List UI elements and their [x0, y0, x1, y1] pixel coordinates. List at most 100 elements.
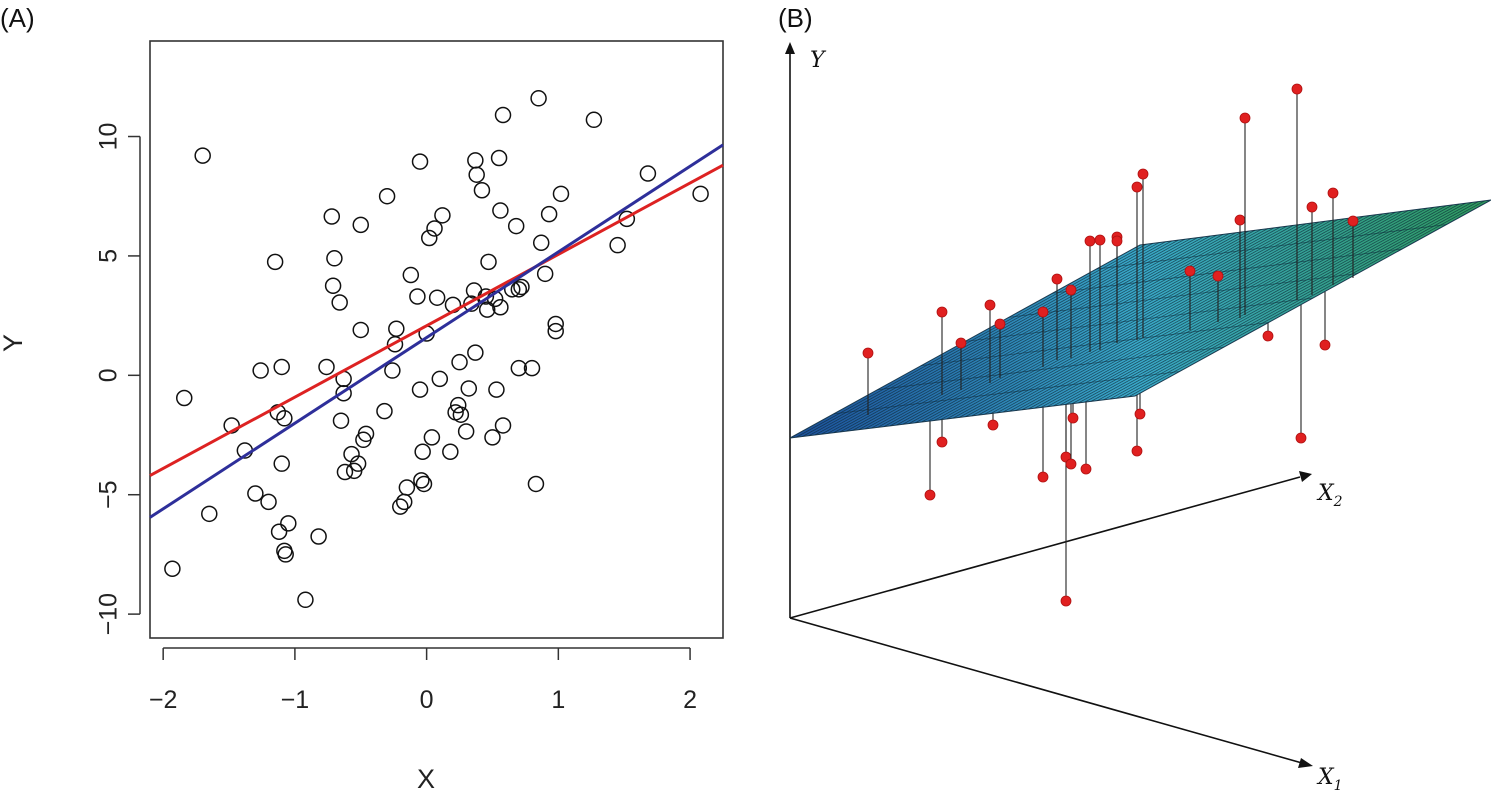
- data-point: [266, 253, 284, 271]
- observation-point: [1067, 412, 1079, 424]
- data-point: [460, 380, 478, 397]
- data-point: [297, 591, 314, 609]
- fit-lines-a: [149, 143, 724, 519]
- data-point: [413, 472, 430, 489]
- observation-point: [1306, 201, 1318, 213]
- data-point: [513, 278, 530, 296]
- x-tick-label: −2: [149, 686, 178, 714]
- data-point: [492, 299, 509, 316]
- data-point: [324, 277, 342, 295]
- observation-point: [1239, 112, 1251, 124]
- data-point: [398, 479, 416, 496]
- data-point: [451, 353, 468, 371]
- data-point: [585, 111, 603, 129]
- data-point: [639, 165, 657, 182]
- data-point: [692, 185, 709, 203]
- observation-point: [1327, 187, 1339, 199]
- panel-a-label: (A): [0, 3, 35, 33]
- plane-surface: [789, 199, 1491, 439]
- data-point: [530, 90, 547, 107]
- observation-point: [924, 489, 936, 501]
- data-point: [426, 220, 443, 237]
- y-axis-arrow-b: [785, 42, 795, 54]
- observation-point: [862, 347, 874, 359]
- data-point: [415, 475, 433, 493]
- data-point: [492, 202, 509, 219]
- y-tick-label: 10: [95, 123, 123, 151]
- observation-point: [1131, 445, 1143, 457]
- fit-line: [149, 143, 724, 519]
- data-point: [494, 106, 512, 124]
- data-point: [247, 485, 264, 502]
- data-point: [384, 362, 401, 379]
- data-point: [409, 288, 426, 305]
- data-point: [414, 443, 431, 460]
- data-point: [411, 381, 429, 398]
- x-tick-label: 2: [683, 686, 697, 714]
- panel-b-label: (B): [778, 3, 813, 33]
- observation-point: [1184, 265, 1196, 277]
- data-point: [423, 429, 441, 446]
- data-point: [547, 322, 564, 340]
- data-point: [457, 423, 475, 440]
- x1-axis-title-b: X1: [1316, 765, 1343, 794]
- observation-point: [936, 306, 948, 318]
- observation-point: [1262, 330, 1274, 342]
- x-axis-a: −2 −1 0 1 2: [149, 647, 697, 714]
- data-point: [276, 410, 293, 427]
- data-point: [510, 359, 528, 377]
- data-point: [252, 362, 269, 379]
- x-tick-label: 1: [551, 686, 565, 714]
- y-axis-title-a: Y: [0, 334, 28, 352]
- data-point: [326, 250, 343, 267]
- data-point: [478, 301, 496, 318]
- data-point: [532, 234, 550, 252]
- x2-axis-title-b: X2: [1316, 481, 1343, 510]
- data-point: [434, 207, 451, 224]
- data-point: [536, 265, 554, 283]
- observation-point: [1037, 471, 1049, 483]
- mesh-line: [1008, 273, 1358, 318]
- plot-frame-a: [149, 40, 724, 639]
- observation-point: [984, 299, 996, 311]
- data-point: [480, 253, 497, 271]
- observation-point: [1080, 463, 1092, 475]
- observation-point: [1212, 270, 1224, 282]
- data-point: [273, 455, 290, 472]
- data-point: [335, 384, 352, 402]
- data-point: [507, 217, 525, 235]
- data-point: [467, 344, 484, 361]
- observation-point: [1060, 595, 1072, 607]
- y-tick-label: −10: [95, 593, 123, 635]
- data-point: [431, 370, 449, 388]
- observation-point: [1037, 306, 1049, 318]
- y-axis-a: −10 −5 0 5 10: [95, 123, 141, 635]
- data-point: [428, 289, 446, 306]
- observation-point: [994, 318, 1006, 330]
- data-point: [318, 358, 335, 376]
- observation-point: [1051, 273, 1063, 285]
- data-point: [468, 166, 485, 183]
- data-point: [552, 185, 570, 203]
- data-point: [332, 412, 350, 429]
- data-point: [331, 294, 348, 311]
- data-point: [421, 229, 438, 247]
- data-point: [402, 266, 420, 284]
- data-point: [164, 560, 181, 577]
- data-point: [618, 210, 636, 228]
- data-point: [467, 152, 484, 169]
- data-point: [452, 406, 470, 423]
- observation-point: [1131, 181, 1143, 193]
- data-point: [490, 149, 508, 167]
- fit-line: [149, 163, 724, 477]
- data-point: [395, 493, 413, 511]
- data-point: [540, 205, 558, 223]
- data-point: [484, 429, 501, 446]
- y-tick-label: 0: [95, 368, 123, 382]
- data-point: [494, 417, 512, 434]
- y-axis-title-b: Y: [810, 48, 827, 73]
- data-point: [277, 546, 294, 563]
- y-tick-label: −5: [95, 480, 123, 509]
- mesh-line: [1052, 248, 1403, 294]
- observation-point: [1234, 214, 1246, 226]
